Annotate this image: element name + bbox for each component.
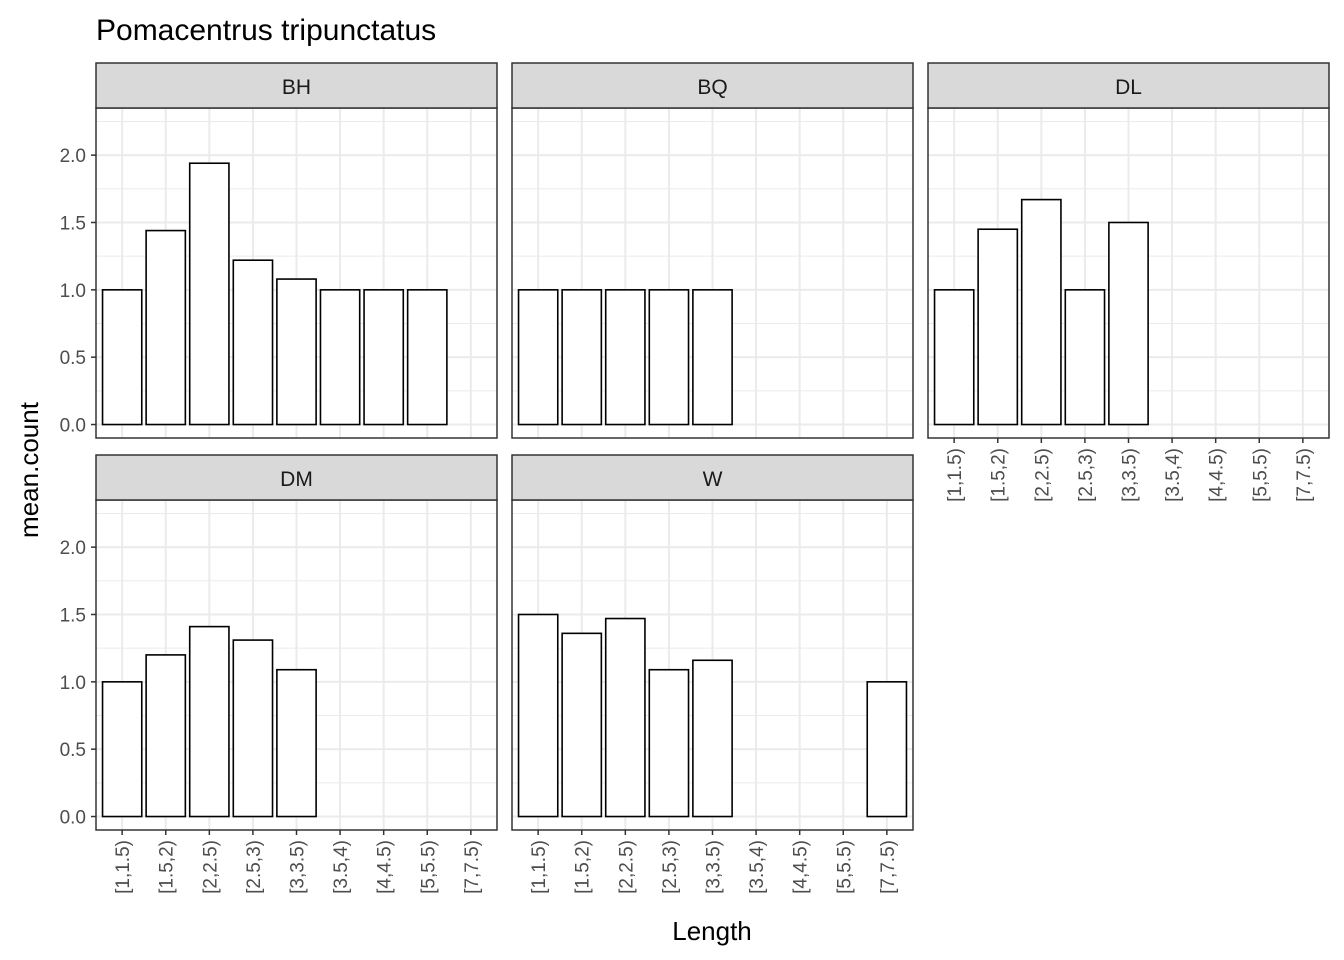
- bar-bq-3: [648, 289, 690, 426]
- facet-dm: DM 0.0 0.5 1.0 1.5 2.0 [1,1.5) [1.5,2) [2,2.5) [2…: [60, 454, 498, 894]
- x-tick-label: [1,1.5): [113, 840, 134, 894]
- facet-bh: BH 0.0 0.5 1.0 1.5 2.0: [60, 62, 498, 439]
- y-tick-label: 0.5: [60, 348, 86, 369]
- x-tick-label: [5,5.5): [418, 840, 439, 894]
- facet-bq: BQ: [511, 62, 914, 439]
- strip-background: [511, 62, 914, 109]
- x-tick-label: [2,2.5): [1032, 448, 1053, 502]
- bar-dm-0: [101, 681, 143, 818]
- bar-dm-2: [188, 625, 230, 818]
- strip-label: BQ: [697, 76, 727, 99]
- bar-dl-2: [1020, 198, 1062, 426]
- bar-bh-2: [188, 162, 230, 426]
- strip-label: BH: [282, 76, 311, 99]
- bar-w-0: [517, 613, 559, 818]
- x-tick-label: [3,3.5): [1120, 448, 1141, 502]
- bar-bq-1: [561, 289, 603, 426]
- x-tick-label: [4,4.5): [1207, 448, 1228, 502]
- chart-title: Pomacentrus tripunctatus: [96, 14, 436, 47]
- bar-w-2: [604, 617, 646, 818]
- y-tick-label: 1.0: [60, 673, 86, 694]
- bar-dl-0: [933, 289, 975, 426]
- x-tick-label: [3,3.5): [704, 840, 725, 894]
- y-tick-label: 1.5: [60, 213, 86, 234]
- x-tick-label: [1.5,2): [157, 840, 178, 894]
- x-tick-label: [2.5,3): [660, 840, 681, 894]
- x-tick-label: [1,1.5): [945, 448, 966, 502]
- bar-dm-4: [276, 668, 317, 818]
- x-tick-label: [2.5,3): [1076, 448, 1097, 502]
- x-tick-label: [1.5,2): [573, 840, 594, 894]
- x-tick-label: [1,1.5): [529, 840, 550, 894]
- y-axis-title: mean.count: [14, 401, 44, 538]
- x-tick-label: [2,2.5): [200, 840, 221, 894]
- x-tick-label: [4,4.5): [791, 840, 812, 894]
- x-tick-label: [7,7.5): [1294, 448, 1315, 502]
- y-tick-label: 0.5: [60, 740, 86, 761]
- bar-dl-1: [977, 228, 1019, 426]
- y-tick-label: 1.5: [60, 605, 86, 626]
- bar-bh-4: [276, 278, 317, 426]
- y-tick-label: 0.0: [60, 808, 86, 829]
- y-tick-label: 2.0: [60, 538, 86, 559]
- strip-label: DL: [1115, 76, 1142, 99]
- x-tick-label: [7,7.5): [462, 840, 483, 894]
- bar-bh-6: [363, 289, 405, 426]
- x-tick-label: [7,7.5): [878, 840, 899, 894]
- bar-w-1: [561, 632, 603, 818]
- facet-w: W [1,1.5) [1.5,2) [2,2.5) [2.5,3) [3,3.5) [3.5…: [511, 454, 914, 894]
- bar-bh-7: [406, 289, 448, 426]
- x-tick-label: [3.5,4): [747, 840, 768, 894]
- facet-panels: BH 0.0 0.5 1.0 1.5 2.0 BQ DL [1,1.5) [1.5,2) [2,2.…: [60, 62, 1330, 894]
- strip-background: [927, 62, 1330, 109]
- x-tick-label: [3.5,4): [1163, 448, 1184, 502]
- bar-w-3: [648, 668, 690, 818]
- x-tick-label: [5,5.5): [1250, 448, 1271, 502]
- bar-bh-5: [319, 289, 361, 426]
- bar-dm-3: [232, 639, 274, 818]
- bar-w-4: [692, 659, 733, 818]
- y-tick-label: 0.0: [60, 416, 86, 437]
- x-tick-label: [4,4.5): [375, 840, 396, 894]
- bar-dl-3: [1064, 289, 1106, 426]
- strip-label: DM: [280, 468, 313, 491]
- bar-bh-0: [101, 289, 143, 426]
- strip-background: [511, 454, 914, 501]
- x-tick-label: [1.5,2): [989, 448, 1010, 502]
- bar-bq-4: [692, 289, 733, 426]
- strip-label: W: [703, 468, 723, 491]
- x-tick-label: [5,5.5): [834, 840, 855, 894]
- x-tick-label: [2.5,3): [244, 840, 265, 894]
- y-tick-label: 2.0: [60, 146, 86, 167]
- bar-bh-1: [145, 229, 187, 426]
- bar-bq-0: [517, 289, 559, 426]
- x-axis-title: Length: [672, 916, 752, 946]
- bar-dm-1: [145, 654, 187, 818]
- x-tick-label: [2,2.5): [616, 840, 637, 894]
- x-tick-label: [3,3.5): [288, 840, 309, 894]
- bar-dl-4: [1108, 221, 1149, 426]
- y-tick-label: 1.0: [60, 281, 86, 302]
- facet-dl: DL [1,1.5) [1.5,2) [2,2.5) [2.5,3) [3,3.5) [3.…: [927, 62, 1330, 502]
- bar-bq-2: [604, 289, 646, 426]
- x-tick-label: [3.5,4): [331, 840, 352, 894]
- bar-w-8: [866, 681, 908, 818]
- strip-background: [95, 62, 498, 109]
- strip-background: [95, 454, 498, 501]
- bar-bh-3: [232, 259, 274, 426]
